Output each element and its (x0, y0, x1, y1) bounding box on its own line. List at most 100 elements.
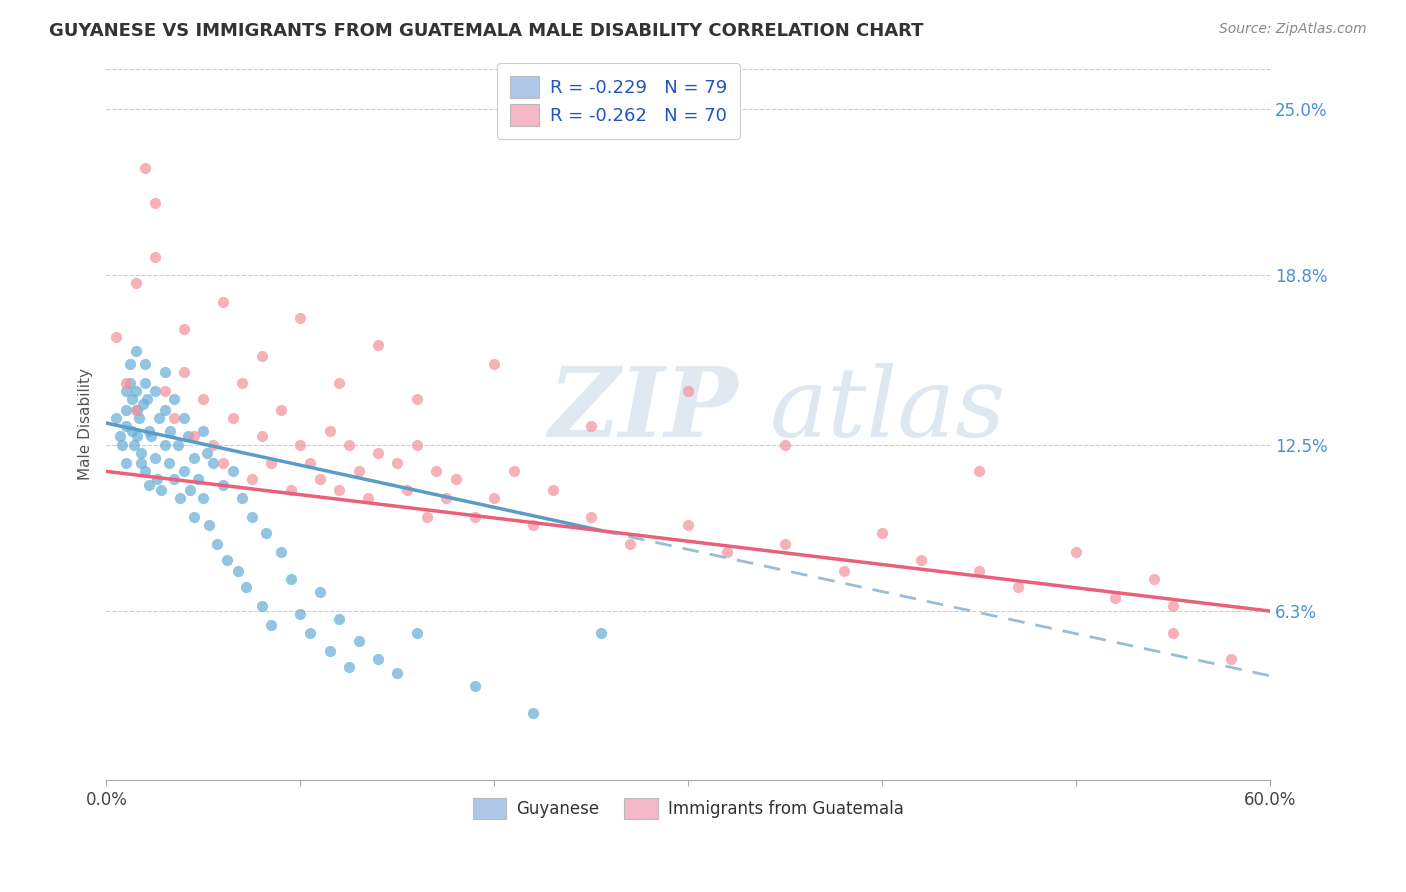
Point (290, 311, 312, 326)
Point (231, 491, 253, 506)
Point (775, 437, 797, 451)
Legend: Guyanese, Immigrants from Guatemala: Guyanese, Immigrants from Guatemala (467, 792, 910, 825)
Point (179, 483, 201, 498)
Point (502, 464, 524, 478)
Text: Source: ZipAtlas.com: Source: ZipAtlas.com (1219, 22, 1367, 37)
Point (1220, 652, 1243, 666)
Point (105, 410, 128, 425)
Point (131, 445, 153, 459)
Point (318, 644, 340, 658)
Point (121, 424, 143, 438)
Point (969, 464, 991, 478)
Point (299, 456, 322, 470)
Point (115, 402, 138, 417)
Point (1104, 591, 1126, 605)
Point (484, 357, 506, 371)
Point (1143, 572, 1166, 586)
Point (153, 384, 176, 398)
Point (832, 564, 855, 578)
Point (132, 397, 155, 411)
Point (367, 445, 389, 459)
Point (127, 429, 149, 443)
Point (240, 510, 263, 524)
Point (387, 665, 409, 680)
Point (240, 473, 263, 487)
Point (134, 464, 156, 478)
Point (193, 491, 215, 506)
Point (153, 437, 176, 451)
Point (299, 625, 322, 640)
Point (183, 429, 205, 443)
Text: ZIP: ZIP (548, 363, 738, 458)
Point (118, 376, 141, 390)
Point (318, 424, 340, 438)
Point (183, 450, 205, 465)
Point (115, 456, 138, 470)
Point (396, 483, 419, 498)
Point (211, 295, 233, 310)
Point (581, 510, 603, 524)
Point (153, 365, 176, 379)
Point (195, 445, 218, 459)
Point (522, 518, 544, 533)
Point (115, 384, 138, 398)
Point (591, 625, 613, 640)
Point (124, 343, 146, 358)
Point (280, 572, 302, 586)
Point (143, 195, 166, 210)
Point (290, 437, 312, 451)
Point (235, 580, 257, 594)
Point (290, 607, 312, 621)
Point (1161, 599, 1184, 613)
Point (211, 478, 233, 492)
Point (716, 545, 738, 559)
Point (541, 483, 564, 498)
Point (308, 473, 330, 487)
Point (619, 537, 641, 551)
Point (118, 357, 141, 371)
Point (134, 161, 156, 175)
Point (202, 456, 225, 470)
Point (484, 491, 506, 506)
Point (173, 464, 195, 478)
Point (128, 410, 150, 425)
Point (124, 384, 146, 398)
Point (105, 330, 128, 344)
Point (121, 392, 143, 406)
Point (143, 384, 166, 398)
Point (108, 429, 131, 443)
Point (405, 437, 427, 451)
Point (153, 402, 176, 417)
Point (138, 478, 160, 492)
Point (387, 456, 409, 470)
Point (328, 612, 350, 626)
Point (1161, 625, 1184, 640)
Point (198, 518, 221, 533)
Point (157, 456, 180, 470)
Point (270, 545, 292, 559)
Point (910, 553, 932, 567)
Point (405, 625, 427, 640)
Point (143, 450, 166, 465)
Point (1007, 580, 1029, 594)
Point (173, 322, 195, 336)
Point (337, 437, 360, 451)
Y-axis label: Male Disability: Male Disability (79, 368, 93, 481)
Point (134, 357, 156, 371)
Point (202, 437, 225, 451)
Point (111, 437, 134, 451)
Point (138, 424, 160, 438)
Point (347, 464, 370, 478)
Point (149, 483, 172, 498)
Text: atlas: atlas (770, 363, 1005, 458)
Point (159, 424, 181, 438)
Point (250, 599, 273, 613)
Point (146, 473, 169, 487)
Point (357, 491, 380, 506)
Point (139, 429, 162, 443)
Point (367, 338, 389, 352)
Point (425, 464, 447, 478)
Point (250, 349, 273, 363)
Point (215, 553, 238, 567)
Point (167, 437, 190, 451)
